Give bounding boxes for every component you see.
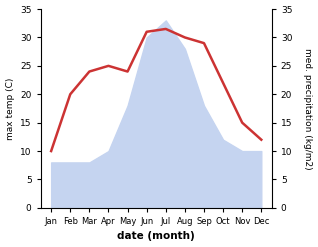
X-axis label: date (month): date (month) bbox=[117, 231, 195, 242]
Y-axis label: max temp (C): max temp (C) bbox=[5, 77, 15, 140]
Y-axis label: med. precipitation (kg/m2): med. precipitation (kg/m2) bbox=[303, 48, 313, 169]
